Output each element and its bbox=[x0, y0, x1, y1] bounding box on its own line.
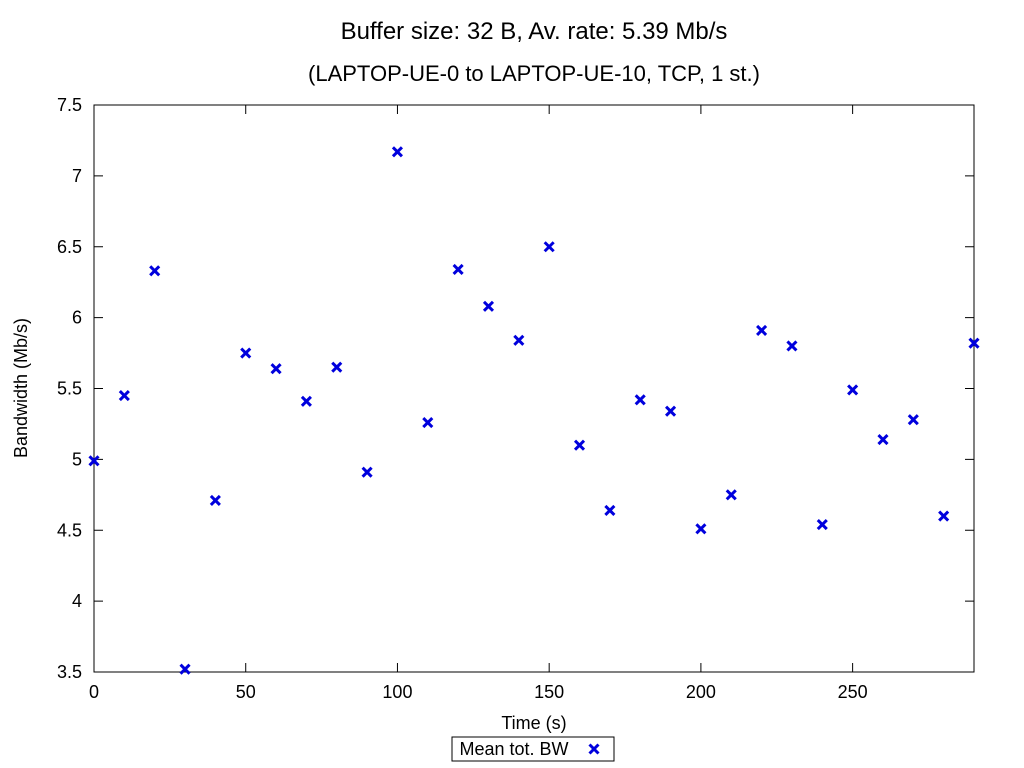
data-point bbox=[118, 390, 130, 402]
x-axis-label: Time (s) bbox=[501, 713, 566, 733]
x-tick-label: 0 bbox=[89, 682, 99, 702]
y-tick-label: 4.5 bbox=[57, 520, 82, 540]
data-point bbox=[756, 324, 768, 336]
data-point bbox=[725, 489, 737, 501]
data-point bbox=[482, 300, 495, 312]
data-point bbox=[664, 405, 677, 417]
axes: 3.5 4 4.5 5 5.5 6 6.5 7 7.5 0 50 100 150 200 250 bbox=[57, 95, 975, 702]
data-point bbox=[786, 340, 798, 352]
y-axis-label: Bandwidth (Mb/s) bbox=[11, 318, 31, 458]
plot-frame bbox=[93, 104, 975, 673]
data-points bbox=[88, 146, 980, 675]
data-point bbox=[452, 263, 464, 275]
chart-subtitle: (LAPTOP-UE-0 to LAPTOP-UE-10, TCP, 1 st.… bbox=[308, 61, 760, 86]
data-point bbox=[513, 334, 525, 346]
data-point bbox=[149, 265, 161, 277]
y-tick-label: 4 bbox=[72, 591, 82, 611]
data-point bbox=[573, 439, 586, 451]
data-point bbox=[968, 337, 980, 349]
y-tick-label: 6 bbox=[72, 308, 82, 328]
legend-marker-icon bbox=[588, 743, 600, 755]
y-tick-label: 6.5 bbox=[57, 237, 82, 257]
y-tick-label: 7 bbox=[72, 166, 82, 186]
legend-series-label: Mean tot. BW bbox=[459, 739, 568, 759]
data-point bbox=[209, 494, 221, 507]
data-point bbox=[634, 394, 646, 406]
chart-title: Buffer size: 32 B, Av. rate: 5.39 Mb/s bbox=[341, 18, 728, 45]
data-point bbox=[907, 414, 919, 426]
data-point bbox=[179, 663, 191, 675]
data-point bbox=[422, 416, 434, 429]
x-tick-label: 250 bbox=[838, 682, 868, 702]
data-point bbox=[391, 146, 404, 158]
data-point bbox=[938, 510, 950, 522]
data-point bbox=[695, 523, 707, 535]
y-tick-label: 3.5 bbox=[57, 662, 82, 682]
data-point bbox=[361, 466, 373, 478]
x-tick-label: 100 bbox=[382, 682, 412, 702]
x-tick-label: 50 bbox=[236, 682, 256, 702]
data-point bbox=[88, 455, 100, 467]
data-point bbox=[270, 363, 282, 375]
data-point bbox=[816, 519, 828, 531]
y-tick-label: 5.5 bbox=[57, 379, 82, 399]
data-point bbox=[300, 395, 312, 407]
x-tick-label: 150 bbox=[534, 682, 564, 702]
x-tick-label: 200 bbox=[686, 682, 716, 702]
data-point bbox=[847, 384, 859, 396]
legend-marker-cross bbox=[588, 743, 600, 755]
data-point bbox=[877, 433, 889, 446]
data-point bbox=[543, 241, 555, 253]
legend-box bbox=[451, 736, 615, 762]
y-tick-label: 5 bbox=[72, 449, 82, 469]
y-tick-label: 7.5 bbox=[57, 95, 82, 115]
legend: Mean tot. BW bbox=[451, 736, 615, 762]
data-point bbox=[240, 347, 252, 359]
data-point bbox=[331, 361, 343, 373]
data-point bbox=[604, 504, 616, 516]
